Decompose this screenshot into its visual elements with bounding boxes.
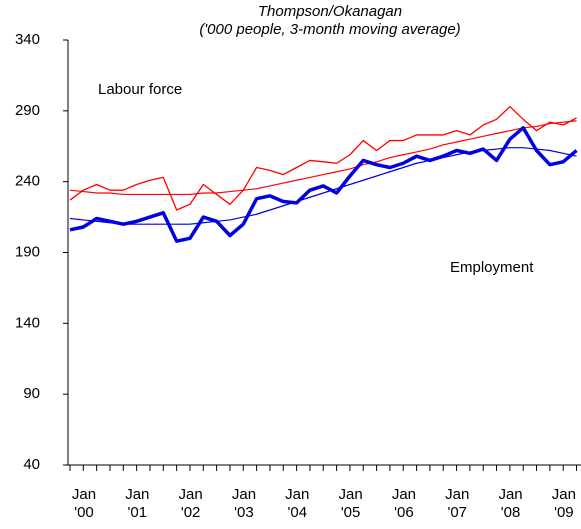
series-line xyxy=(69,105,577,211)
trend-line xyxy=(69,147,577,225)
series-label: Labour force xyxy=(98,81,182,98)
y-tick-label: 340 xyxy=(15,31,40,48)
y-tick-label: 240 xyxy=(15,173,40,190)
y-tick-label: 40 xyxy=(23,456,40,473)
x-tick-label: Jan '04 xyxy=(285,486,310,521)
y-tick-label: 140 xyxy=(15,314,40,331)
x-tick-label: Jan '06 xyxy=(391,486,416,521)
y-tick-label: 190 xyxy=(15,243,40,260)
series-label: Employment xyxy=(450,259,534,276)
x-tick-label: Jan '03 xyxy=(231,486,257,521)
series-line xyxy=(69,126,578,243)
x-tick-label: Jan '08 xyxy=(498,486,523,521)
x-tick-label: Jan '01 xyxy=(125,486,150,521)
trend-line xyxy=(69,120,577,196)
x-tick-label: Jan '05 xyxy=(338,486,363,521)
x-tick-label: Jan '02 xyxy=(178,486,203,521)
y-tick-label: 90 xyxy=(23,385,40,402)
x-tick-label: Jan '09 xyxy=(551,486,576,521)
x-tick-label: Jan '07 xyxy=(445,486,470,521)
x-tick-label: Jan '00 xyxy=(71,486,97,521)
y-tick-label: 290 xyxy=(15,102,40,119)
chart-title: Thompson/Okanagan xyxy=(258,3,402,20)
chart-subtitle: ('000 people, 3-month moving average) xyxy=(199,21,460,38)
